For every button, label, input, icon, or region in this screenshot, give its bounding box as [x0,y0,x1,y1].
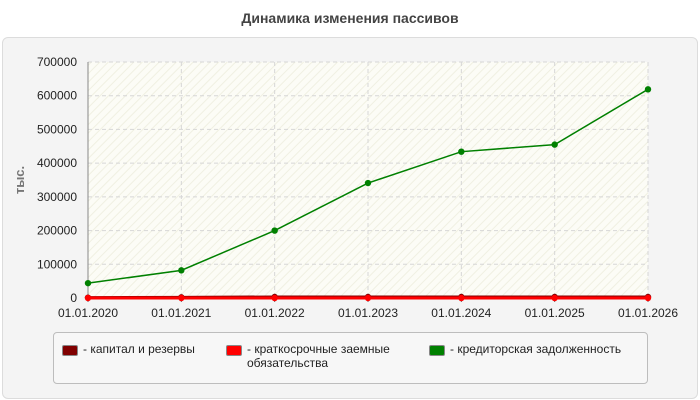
y-tick-label: 200000 [37,224,77,238]
y-tick-label: 0 [70,291,77,305]
y-axis-label: тыс. [12,166,27,194]
series-point [178,267,185,274]
legend-item-short-term-loans: - краткосрочные заемные обязательства [226,342,422,370]
y-tick-label: 500000 [37,122,77,136]
x-tick-label: 01.01.2025 [525,306,585,320]
x-tick-label: 01.01.2023 [338,306,398,320]
y-tick-label: 400000 [37,156,77,170]
y-tick-label: 100000 [37,257,77,271]
x-tick-label: 01.01.2021 [151,306,211,320]
x-tick-label: 01.01.2022 [245,306,305,320]
legend: - капитал и резервы - краткосрочные заем… [53,332,648,384]
series-point [458,148,465,155]
series-point [364,179,372,187]
series-point [644,86,652,93]
x-tick-label: 01.01.2026 [618,306,678,320]
y-tick-label: 300000 [37,190,77,204]
y-tick-label: 600000 [37,89,77,103]
series-point [644,294,652,302]
y-tick-label: 700000 [37,55,77,69]
series-point [84,294,92,302]
x-tick-label: 01.01.2020 [58,306,118,320]
legend-swatch-payables [429,345,445,356]
legend-swatch-short-term-loans [226,345,242,356]
series-point [271,227,278,234]
legend-swatch-capital [62,345,78,356]
x-tick-label: 01.01.2024 [431,306,491,320]
series-point [551,294,558,302]
legend-label-payables: - кредиторская задолженность [450,342,622,356]
series-point [458,294,465,302]
legend-item-payables: - кредиторская задолженность [429,342,650,356]
series-point [178,294,185,302]
legend-label-short-term-loans: - краткосрочные заемные обязательства [247,342,390,370]
series-point [84,279,92,287]
series-point [364,294,372,302]
series-point [271,294,278,302]
legend-item-capital: - капитал и резервы [62,342,223,356]
legend-label-capital: - капитал и резервы [83,342,195,356]
chart-title: Динамика изменения пассивов [241,10,459,26]
series-point [551,141,558,148]
